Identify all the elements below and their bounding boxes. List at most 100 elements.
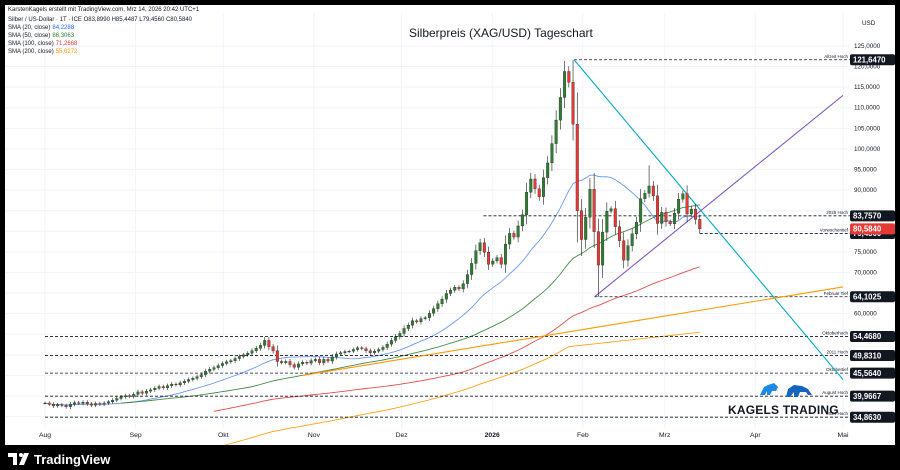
indicator-value: 84,2288 — [52, 25, 75, 31]
indicator-sma200[interactable]: SMA (200, close) 55,6272 — [8, 49, 77, 55]
trendlines — [302, 59, 844, 380]
candle-body — [132, 394, 136, 397]
candle — [368, 348, 372, 355]
candle-body — [402, 328, 406, 334]
candle — [592, 172, 596, 248]
chart-title: Silberpreis (XAG/USD) Tageschart — [409, 26, 593, 40]
candle — [161, 384, 165, 390]
candle — [542, 169, 545, 205]
candle-body — [588, 189, 592, 218]
candle-body — [275, 350, 279, 362]
candle — [487, 246, 491, 270]
candle — [47, 401, 51, 407]
candle-body — [373, 351, 376, 353]
x-tick-label: Mai — [838, 432, 849, 439]
candle-body — [672, 213, 676, 225]
candle-body — [326, 359, 330, 362]
candle — [567, 66, 571, 88]
candle — [571, 59, 575, 141]
tradingview-logo[interactable]: TradingView — [8, 452, 110, 467]
x-tick-label: Sep — [130, 432, 142, 439]
candle-body — [292, 364, 296, 368]
candle-body — [656, 195, 659, 224]
candle-body — [533, 178, 537, 190]
candle-body — [85, 402, 89, 405]
candle — [423, 316, 427, 321]
symbol-info-line[interactable]: Silber / US-Dollar · 1T · ICE O83,8990 H… — [8, 17, 192, 23]
candle — [81, 400, 85, 406]
candle — [242, 352, 246, 359]
indicator-sma50[interactable]: SMA (50, close) 86,3063 — [8, 33, 74, 39]
trendline — [573, 59, 844, 380]
candle — [491, 258, 495, 267]
candle-body — [233, 358, 237, 361]
candle-body — [73, 402, 77, 405]
candle-body — [554, 119, 558, 144]
candle-body — [550, 143, 554, 164]
chart-panel[interactable]: Allzeit Hoch 2025 Hoch Vorwochentief Februa… — [5, 5, 895, 445]
candle-body — [343, 351, 347, 353]
candle — [651, 181, 655, 201]
indicator-sma20[interactable]: SMA (20, close) 84,2288 — [8, 25, 74, 31]
indicator-sma100[interactable]: SMA (100, close) 71,2668 — [8, 41, 77, 47]
candle-body — [474, 250, 478, 264]
candle — [474, 244, 478, 270]
y-tick-label: 70,0000 — [854, 269, 877, 276]
candle — [664, 207, 668, 227]
candle — [419, 316, 423, 325]
candle-body — [389, 340, 393, 345]
candle-body — [368, 350, 372, 353]
candle — [254, 345, 258, 354]
candle-body — [457, 287, 461, 290]
y-tick-label: 90,0000 — [854, 187, 877, 194]
level-note: 2024 Hoch — [826, 411, 848, 416]
candle-body — [639, 198, 643, 223]
candle — [516, 220, 520, 243]
candle-body — [685, 193, 689, 215]
candle — [537, 184, 541, 201]
candle-body — [296, 363, 300, 368]
candle-body — [182, 381, 186, 384]
candle-body — [622, 240, 626, 261]
time-scale: Aug Sep Okt Nov Dez 2026 Feb Mrz Apr Mai — [39, 432, 849, 439]
bull-bear-icon — [760, 383, 812, 397]
currency-label: USD — [862, 20, 876, 27]
candle-body — [119, 396, 123, 399]
candle — [389, 337, 393, 347]
candle-body — [520, 214, 524, 227]
price-chart[interactable]: Allzeit Hoch 2025 Hoch Vorwochentief Februa… — [5, 5, 895, 445]
candle — [322, 356, 326, 366]
candle — [554, 110, 558, 154]
price-tag-bg — [850, 390, 895, 402]
candle — [512, 230, 516, 240]
x-tick-label: Okt — [218, 432, 229, 439]
candle — [364, 346, 368, 353]
candle — [335, 351, 338, 360]
candle-body — [487, 252, 491, 265]
candle — [68, 401, 72, 410]
candle — [98, 401, 102, 407]
candle-body — [140, 391, 144, 394]
candle-body — [81, 402, 85, 404]
candle — [596, 218, 600, 297]
candle — [263, 337, 267, 349]
candle — [415, 318, 419, 324]
candle-body — [225, 361, 229, 364]
candle — [347, 349, 351, 354]
x-tick-label: Dez — [396, 432, 409, 439]
y-tick-label: 125,0000 — [854, 43, 881, 50]
candle-body — [634, 222, 638, 234]
candle — [630, 228, 634, 252]
candle-body — [229, 360, 233, 363]
candle — [660, 207, 664, 229]
candle-body — [174, 383, 178, 386]
candle — [170, 382, 174, 388]
candle — [144, 388, 148, 396]
candle-body — [440, 299, 444, 304]
candle-body — [364, 348, 368, 351]
y-tick-label: 95,0000 — [854, 167, 877, 174]
last-price-tag: 80,5840 — [853, 225, 882, 234]
level-note: August Hoch — [822, 390, 848, 395]
level-note: Februar Tief — [824, 291, 849, 296]
